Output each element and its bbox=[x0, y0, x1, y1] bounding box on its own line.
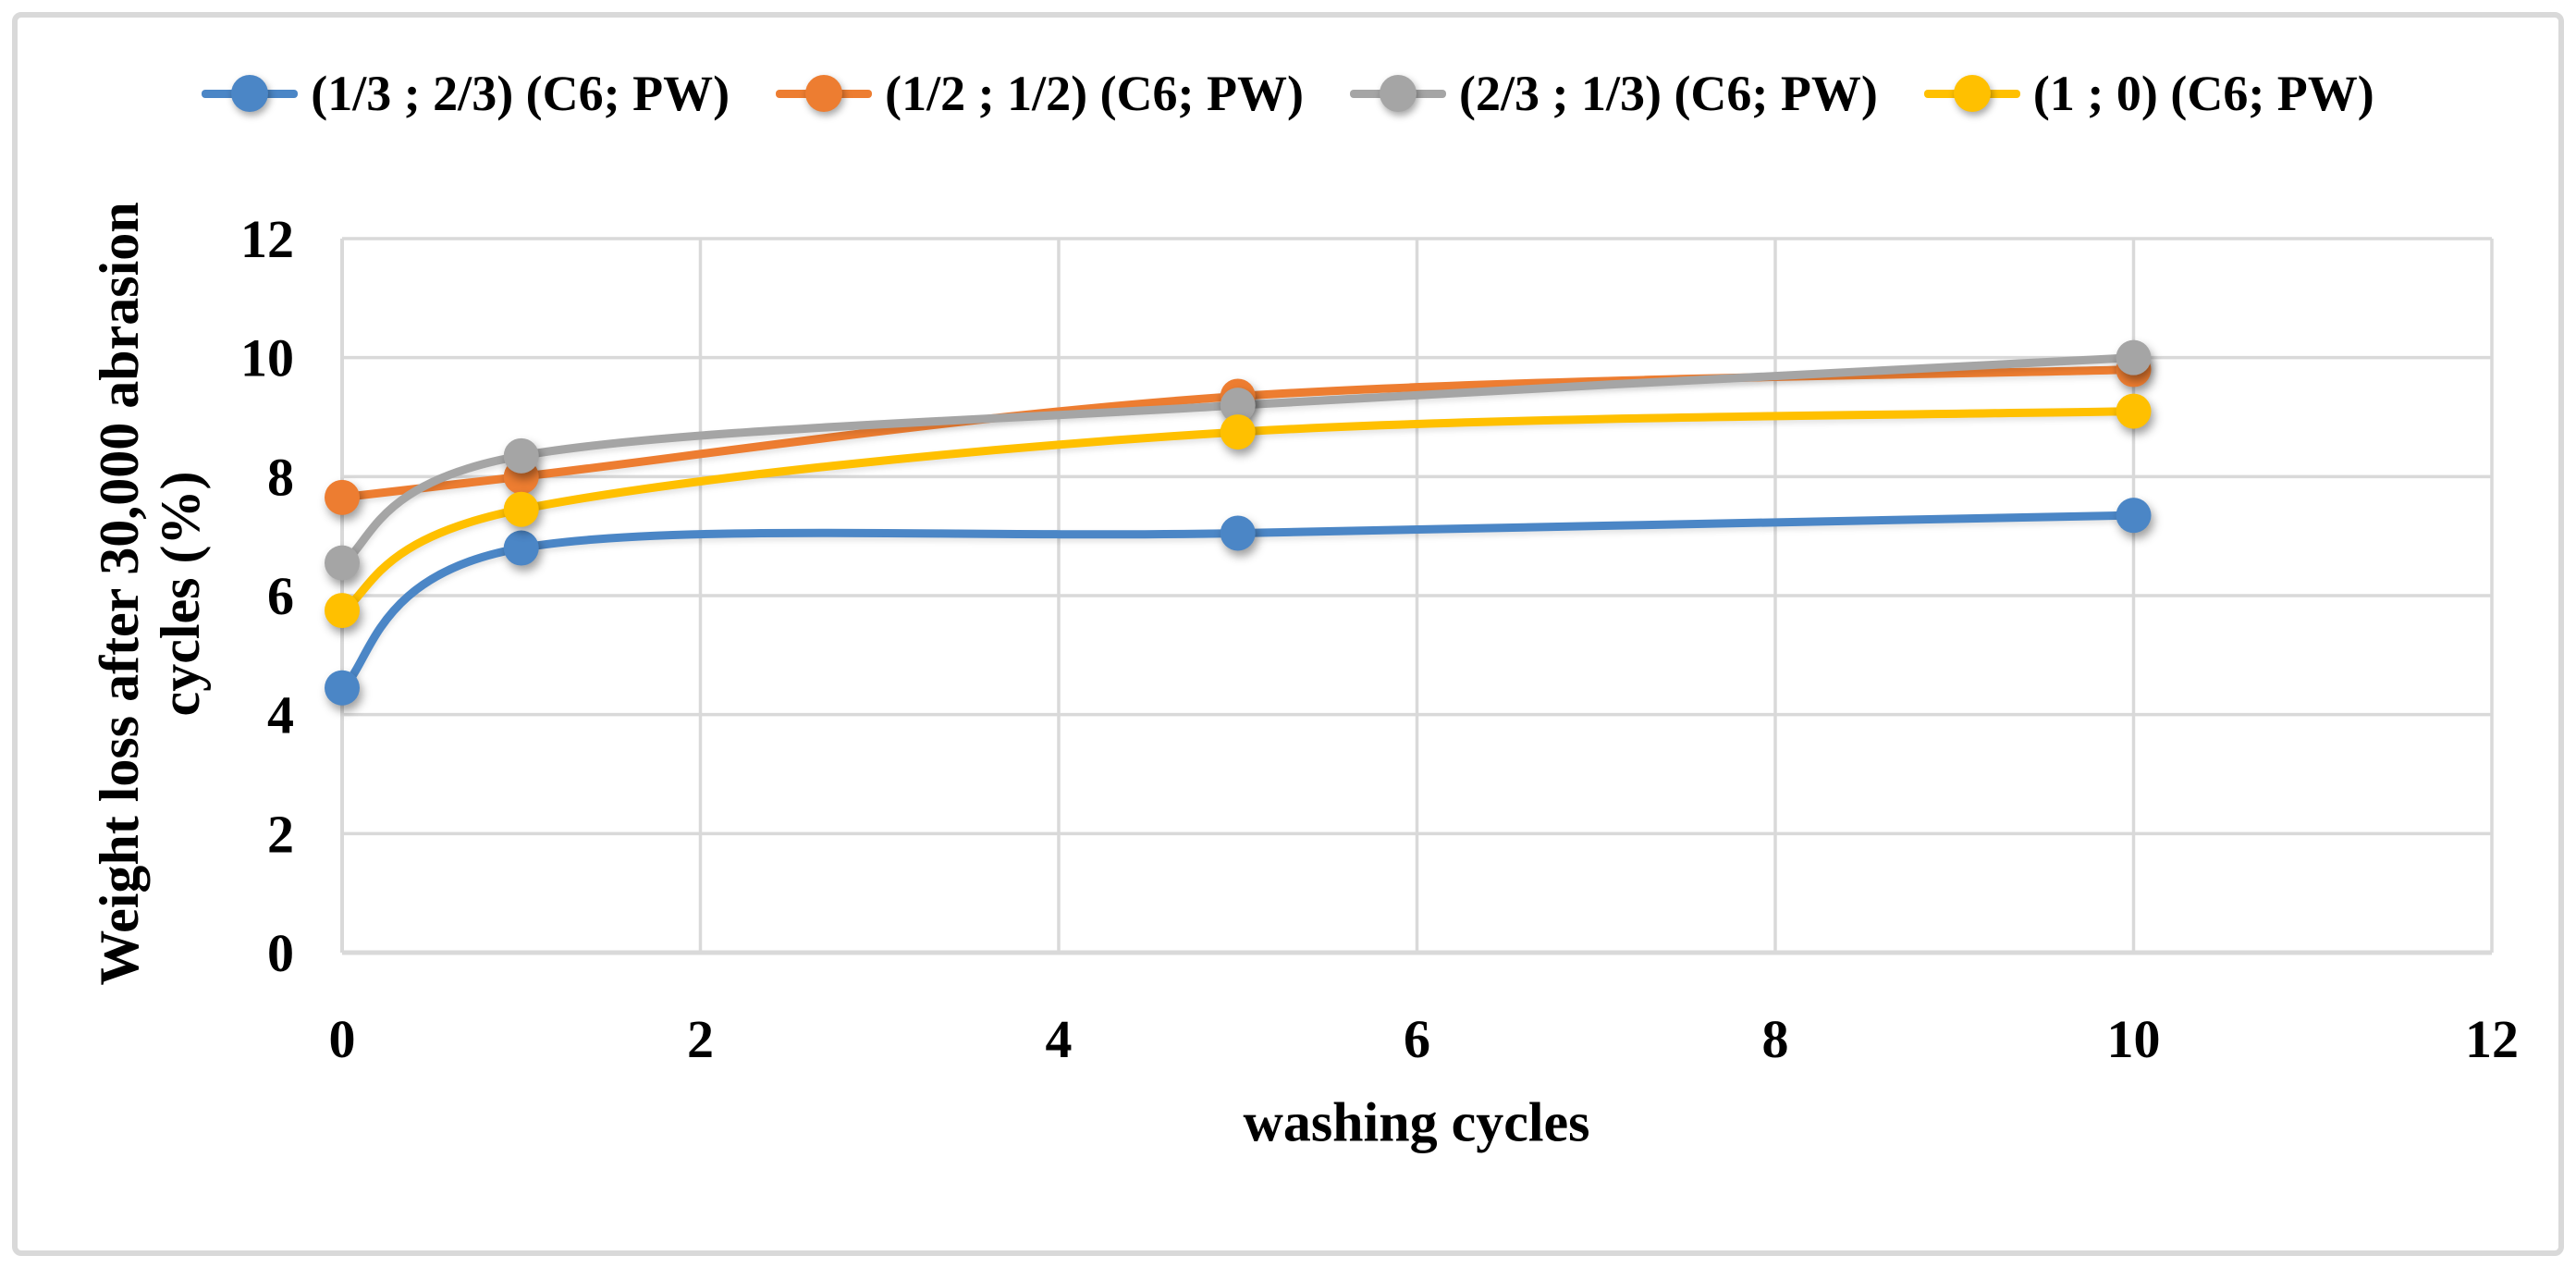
x-tick-label-12: 12 bbox=[2465, 1009, 2519, 1069]
data-point-series-3-x-1 bbox=[503, 437, 539, 474]
data-point-series-1-x-1 bbox=[503, 530, 539, 566]
x-tick-label-10: 10 bbox=[2107, 1009, 2161, 1069]
legend: (1/3 ; 2/3) (C6; PW) (1/2 ; 1/2) (C6; PW… bbox=[0, 65, 2576, 122]
y-axis-title-line-1: Weight loss after 30,000 abrasion bbox=[89, 202, 150, 986]
series-line-4 bbox=[337, 407, 2138, 615]
x-tick-label-0: 0 bbox=[329, 1009, 356, 1069]
legend-dot-icon bbox=[805, 75, 843, 112]
legend-marker-icon bbox=[202, 73, 299, 114]
x-tick-label-2: 2 bbox=[687, 1009, 714, 1069]
data-point-series-4-x-10 bbox=[2116, 393, 2152, 429]
data-point-series-2-x-0 bbox=[325, 479, 360, 515]
data-point-series-4-x-5 bbox=[1220, 414, 1256, 450]
x-axis-title: washing cycles bbox=[1243, 1091, 1590, 1153]
y-tick-label-4: 4 bbox=[267, 685, 294, 745]
legend-marker-icon bbox=[776, 73, 873, 114]
y-tick-label-0: 0 bbox=[267, 923, 294, 983]
legend-item-series-3: (2/3 ; 1/3) (C6; PW) bbox=[1350, 65, 1878, 122]
legend-label: (1/3 ; 2/3) (C6; PW) bbox=[311, 66, 730, 121]
legend-label: (2/3 ; 1/3) (C6; PW) bbox=[1459, 66, 1878, 121]
series-line-3 bbox=[337, 353, 2138, 568]
y-tick-label-6: 6 bbox=[267, 566, 294, 626]
y-tick-label-10: 10 bbox=[240, 328, 294, 388]
legend-marker-icon bbox=[1350, 73, 1446, 114]
legend-marker-icon bbox=[1923, 73, 2020, 114]
data-point-series-3-x-5 bbox=[1220, 388, 1256, 424]
data-point-series-1-x-10 bbox=[2116, 498, 2152, 534]
legend-dot-icon bbox=[1953, 75, 1991, 112]
series-line-1 bbox=[337, 511, 2138, 693]
legend-item-series-2: (1/2 ; 1/2) (C6; PW) bbox=[776, 65, 1304, 122]
y-axis-title-line-2: cycles (%) bbox=[150, 471, 211, 717]
legend-item-series-1: (1/3 ; 2/3) (C6; PW) bbox=[202, 65, 730, 122]
data-point-series-1-x-0 bbox=[325, 670, 360, 706]
data-point-series-4-x-0 bbox=[325, 593, 360, 629]
x-tick-label-6: 6 bbox=[1404, 1009, 1430, 1069]
legend-label: (1 ; 0) (C6; PW) bbox=[2032, 66, 2374, 121]
legend-item-series-4: (1 ; 0) (C6; PW) bbox=[1923, 65, 2374, 122]
data-point-series-1-x-5 bbox=[1220, 515, 1256, 551]
y-tick-label-2: 2 bbox=[267, 804, 294, 864]
legend-label: (1/2 ; 1/2) (C6; PW) bbox=[885, 66, 1304, 121]
data-point-series-3-x-0 bbox=[325, 545, 360, 581]
legend-dot-icon bbox=[231, 75, 269, 112]
legend-dot-icon bbox=[1380, 75, 1417, 112]
y-tick-label-8: 8 bbox=[267, 447, 294, 507]
y-tick-label-12: 12 bbox=[240, 209, 294, 269]
data-point-series-3-x-10 bbox=[2116, 339, 2152, 375]
y-axis-title: Weight loss after 30,000 abrasion cycles… bbox=[89, 104, 211, 1084]
data-point-series-4-x-1 bbox=[503, 491, 539, 527]
x-tick-label-4: 4 bbox=[1046, 1009, 1073, 1069]
x-tick-label-8: 8 bbox=[1762, 1009, 1789, 1069]
